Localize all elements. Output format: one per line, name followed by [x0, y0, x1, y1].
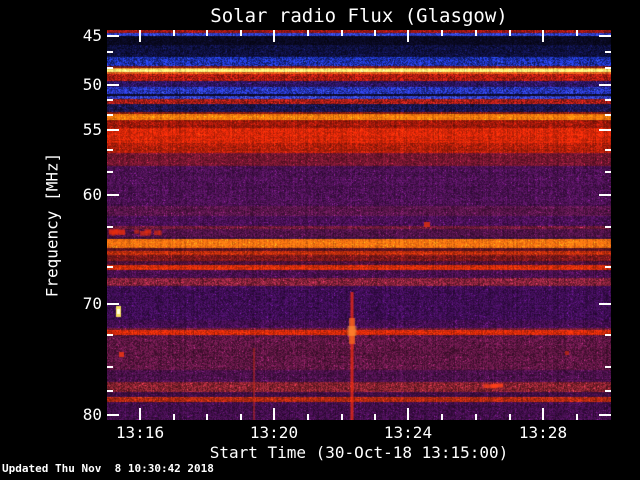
- spectrogram-plot: [107, 30, 611, 420]
- x-tick-label: 13:16: [115, 423, 165, 442]
- y-minor-tick: [605, 366, 611, 368]
- y-tick-label: 80: [82, 405, 102, 424]
- x-tick-label: 13:20: [249, 423, 299, 442]
- x-minor-tick: [576, 30, 578, 36]
- y-minor-tick: [605, 99, 611, 101]
- y-major-tick: [599, 194, 611, 196]
- x-minor-tick: [341, 30, 343, 36]
- x-major-tick: [273, 408, 275, 420]
- x-minor-tick: [475, 30, 477, 36]
- y-minor-tick: [605, 67, 611, 69]
- x-minor-tick: [576, 414, 578, 420]
- x-minor-tick: [173, 414, 175, 420]
- y-tick-label: 50: [82, 75, 102, 94]
- x-axis-title: Start Time (30-Oct-18 13:15:00): [209, 443, 509, 462]
- y-minor-tick: [605, 226, 611, 228]
- y-tick-label: 55: [82, 120, 102, 139]
- x-minor-tick: [441, 30, 443, 36]
- x-minor-tick: [341, 414, 343, 420]
- y-major-tick: [107, 194, 119, 196]
- y-minor-tick: [107, 171, 113, 173]
- y-major-tick: [599, 84, 611, 86]
- y-minor-tick: [605, 51, 611, 53]
- x-minor-tick: [307, 30, 309, 36]
- y-minor-tick: [605, 171, 611, 173]
- x-minor-tick: [509, 414, 511, 420]
- y-minor-tick: [605, 266, 611, 268]
- x-tick-label: 13:28: [518, 423, 568, 442]
- y-major-tick: [599, 303, 611, 305]
- y-minor-tick: [107, 334, 113, 336]
- y-major-tick: [107, 129, 119, 131]
- y-major-tick: [599, 35, 611, 37]
- x-major-tick: [139, 30, 141, 42]
- y-major-tick: [599, 129, 611, 131]
- y-tick-label: 70: [82, 294, 102, 313]
- x-tick-label: 13:24: [383, 423, 433, 442]
- y-minor-tick: [107, 99, 113, 101]
- x-major-tick: [407, 408, 409, 420]
- x-minor-tick: [240, 414, 242, 420]
- updated-timestamp: Updated Thu Nov 8 10:30:42 2018: [2, 462, 214, 475]
- y-minor-tick: [107, 390, 113, 392]
- x-minor-tick: [441, 414, 443, 420]
- x-major-tick: [407, 30, 409, 42]
- x-major-tick: [139, 408, 141, 420]
- x-major-tick: [273, 30, 275, 42]
- x-minor-tick: [240, 30, 242, 36]
- y-major-tick: [107, 84, 119, 86]
- y-minor-tick: [107, 149, 113, 151]
- y-major-tick: [107, 303, 119, 305]
- y-minor-tick: [605, 114, 611, 116]
- y-major-tick: [107, 414, 119, 416]
- y-major-tick: [107, 35, 119, 37]
- page-title: Solar radio Flux (Glasgow): [210, 5, 508, 27]
- x-minor-tick: [173, 30, 175, 36]
- x-minor-tick: [374, 30, 376, 36]
- y-minor-tick: [107, 114, 113, 116]
- y-tick-label: 60: [82, 185, 102, 204]
- x-minor-tick: [509, 30, 511, 36]
- x-major-tick: [542, 408, 544, 420]
- y-minor-tick: [107, 51, 113, 53]
- x-minor-tick: [475, 414, 477, 420]
- y-minor-tick: [107, 366, 113, 368]
- y-minor-tick: [605, 149, 611, 151]
- x-minor-tick: [206, 30, 208, 36]
- y-minor-tick: [605, 334, 611, 336]
- x-minor-tick: [374, 414, 376, 420]
- y-axis-title: Frequency [MHz]: [42, 152, 62, 298]
- x-minor-tick: [206, 414, 208, 420]
- y-minor-tick: [107, 67, 113, 69]
- y-minor-tick: [107, 266, 113, 268]
- y-minor-tick: [605, 390, 611, 392]
- y-major-tick: [599, 414, 611, 416]
- x-major-tick: [542, 30, 544, 42]
- y-minor-tick: [107, 226, 113, 228]
- x-minor-tick: [307, 414, 309, 420]
- y-tick-label: 45: [82, 26, 102, 45]
